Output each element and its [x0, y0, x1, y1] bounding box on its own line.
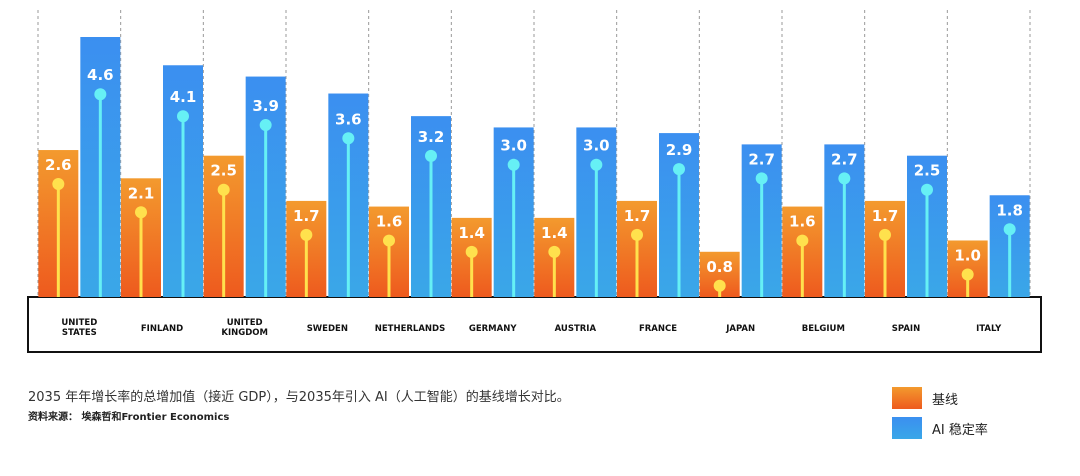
- ai-dot: [838, 172, 851, 185]
- ai-dot: [425, 149, 437, 162]
- baseline-dot: [548, 245, 561, 258]
- category-label: ITALY: [976, 324, 1002, 334]
- baseline-value-label: 0.8: [706, 258, 733, 276]
- ai-value-label: 2.7: [831, 150, 858, 168]
- ai-value-label: 2.7: [748, 150, 775, 168]
- category-label: FINLAND: [141, 324, 183, 334]
- ai-value-label: 3.0: [583, 137, 610, 155]
- ai-value-label: 2.9: [666, 141, 693, 159]
- ai-dot: [342, 132, 355, 145]
- ai-dot: [755, 172, 768, 185]
- baseline-dot: [879, 228, 891, 241]
- ai-value-label: 3.6: [335, 110, 362, 128]
- category-label: NETHERLANDS: [375, 324, 445, 334]
- baseline-value-label: 1.4: [458, 224, 485, 242]
- category-label: FRANCE: [639, 324, 677, 334]
- ai-dot: [177, 110, 189, 123]
- baseline-value-label: 1.6: [376, 213, 403, 231]
- chart-source: 资料来源： 埃森哲和Frontier Economics: [28, 412, 230, 423]
- category-label: SPAIN: [892, 324, 920, 334]
- baseline-value-label: 2.5: [210, 162, 237, 180]
- ai-value-label: 4.6: [87, 66, 114, 84]
- category-label: GERMANY: [469, 324, 517, 334]
- ai-value-label: 3.9: [252, 97, 279, 115]
- ai-dot: [673, 163, 685, 176]
- baseline-value-label: 2.6: [45, 156, 72, 174]
- baseline-dot: [383, 234, 395, 247]
- baseline-dot: [300, 228, 313, 241]
- ai-dot: [921, 183, 933, 196]
- baseline-dot: [796, 234, 809, 247]
- baseline-value-label: 1.4: [541, 224, 568, 242]
- legend-label-baseline: 基线: [932, 392, 959, 408]
- baseline-value-label: 2.1: [128, 184, 155, 202]
- baseline-dot: [631, 228, 643, 241]
- bar-chart: 2.6 4.6 UNITED STATES 2.1 4.1 FINLAND 2.5 3.9 UNI…: [27, 10, 1042, 353]
- category-label: JAPAN: [725, 324, 755, 334]
- category-label: AUSTRIA: [555, 324, 597, 334]
- ai-dot: [94, 88, 107, 101]
- baseline-dot: [135, 206, 147, 219]
- category-axis-box: [27, 296, 1042, 353]
- baseline-value-label: 1.7: [624, 207, 651, 225]
- baseline-dot: [465, 245, 478, 258]
- baseline-dot: [961, 268, 974, 281]
- baseline-value-label: 1.0: [954, 246, 981, 264]
- chart-caption: 2035 年年增长率的总增加值（接近 GDP），与2035年引入 AI（人工智能…: [28, 390, 570, 405]
- ai-dot: [507, 158, 520, 171]
- baseline-dot: [217, 183, 230, 196]
- ai-dot: [259, 119, 272, 132]
- ai-value-label: 1.8: [996, 201, 1023, 219]
- ai-value-label: 2.5: [914, 162, 941, 180]
- baseline-value-label: 1.7: [872, 207, 899, 225]
- legend-swatch-ai: [892, 417, 922, 439]
- ai-value-label: 4.1: [170, 88, 197, 106]
- ai-dot: [1003, 223, 1016, 236]
- baseline-dot: [713, 279, 726, 292]
- legend-label-ai: AI 稳定率: [932, 422, 988, 438]
- ai-value-label: 3.2: [418, 128, 445, 146]
- ai-dot: [590, 158, 603, 171]
- ai-value-label: 3.0: [500, 137, 527, 155]
- legend: 基线 AI 稳定率: [892, 384, 988, 444]
- category-label: BELGIUM: [802, 324, 845, 334]
- category-label: UNITED STATES: [61, 318, 97, 338]
- category-label: SWEDEN: [307, 324, 348, 334]
- legend-swatch-baseline: [892, 387, 922, 409]
- baseline-value-label: 1.7: [293, 207, 320, 225]
- legend-item-ai: AI 稳定率: [892, 414, 988, 442]
- baseline-value-label: 1.6: [789, 213, 816, 231]
- category-label: UNITED KINGDOM: [221, 318, 268, 338]
- legend-item-baseline: 基线: [892, 384, 988, 412]
- baseline-dot: [52, 178, 65, 191]
